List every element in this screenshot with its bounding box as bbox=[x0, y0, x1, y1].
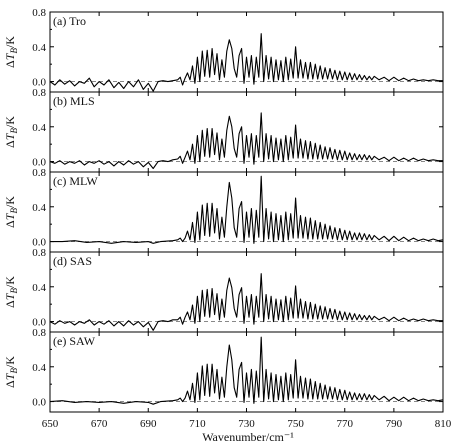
y-tick-label: 0.8 bbox=[32, 327, 46, 339]
y-tick-label: 0.0 bbox=[32, 317, 46, 329]
panel-label: (d) SAS bbox=[53, 254, 92, 268]
panel: 0.0 0.4 0.8 (a) Tro ΔTB/K bbox=[3, 7, 444, 93]
y-axis-label-subscript: B bbox=[9, 128, 19, 134]
y-tick-label: 0.8 bbox=[32, 247, 46, 259]
y-axis-label-unit: /K bbox=[3, 276, 17, 288]
x-tick-label: 730 bbox=[238, 418, 255, 430]
y-tick-label: 0.0 bbox=[32, 397, 46, 409]
panel-label: (e) SAW bbox=[53, 334, 96, 348]
y-tick-label: 0.4 bbox=[32, 282, 46, 294]
y-axis-label-variable: T bbox=[3, 372, 17, 380]
panel-label: (c) MLW bbox=[53, 174, 98, 188]
panel-frame bbox=[49, 331, 444, 413]
y-axis-label-main: Δ bbox=[3, 380, 17, 388]
y-axis-label-unit: /K bbox=[3, 356, 17, 368]
y-axis-label-main: Δ bbox=[3, 220, 17, 228]
y-tick-label: 0.8 bbox=[32, 87, 46, 99]
y-axis-label: ΔTB/K bbox=[3, 276, 19, 308]
spectrum-line bbox=[49, 112, 443, 170]
x-axis-ticks: 650 670 690 710 730 750 770 790 810 bbox=[42, 418, 452, 430]
y-axis-label-unit: /K bbox=[3, 36, 17, 48]
y-tick-label: 0.4 bbox=[32, 362, 46, 374]
y-axis-label-main: Δ bbox=[3, 60, 17, 68]
panel-label: (a) Tro bbox=[53, 14, 86, 28]
y-axis-label-unit: /K bbox=[3, 116, 17, 128]
x-axis-label: Wavenumber/cm⁻¹ bbox=[202, 430, 294, 444]
panel: 0.0 0.4 0.8 (e) SAW ΔTB/K bbox=[3, 327, 444, 413]
y-tick-label: 0.4 bbox=[32, 122, 46, 134]
y-tick-label: 0.0 bbox=[32, 157, 46, 169]
y-axis-label-subscript: B bbox=[9, 288, 19, 294]
y-axis-label: ΔTB/K bbox=[3, 196, 19, 228]
y-axis-label-variable: T bbox=[3, 292, 17, 300]
y-axis-label: ΔTB/K bbox=[3, 36, 19, 68]
y-axis-label-unit: /K bbox=[3, 196, 17, 208]
y-tick-label: 0.4 bbox=[32, 42, 46, 54]
y-axis-label-subscript: B bbox=[9, 368, 19, 374]
y-axis-label-subscript: B bbox=[9, 208, 19, 214]
x-tick-label: 770 bbox=[337, 418, 354, 430]
x-tick-label: 670 bbox=[91, 418, 108, 430]
y-axis-label-variable: T bbox=[3, 132, 17, 140]
spectrum-line bbox=[49, 273, 443, 331]
y-tick-label: 0.8 bbox=[32, 167, 46, 179]
spectrum-line bbox=[49, 336, 444, 405]
x-tick-label: 710 bbox=[189, 418, 206, 430]
panel-label: (b) MLS bbox=[53, 94, 95, 108]
y-axis-label-variable: T bbox=[3, 212, 17, 220]
x-tick-label: 750 bbox=[287, 418, 304, 430]
y-axis-label-main: Δ bbox=[3, 140, 17, 148]
x-tick-label: 650 bbox=[42, 418, 59, 430]
y-axis-label: ΔTB/K bbox=[3, 116, 19, 148]
panel-frame bbox=[49, 91, 444, 173]
y-tick-label: 0.4 bbox=[32, 202, 46, 214]
y-axis-label: ΔTB/K bbox=[3, 356, 19, 388]
spectrum-line bbox=[49, 33, 443, 92]
y-axis-label-variable: T bbox=[3, 52, 17, 60]
y-axis-label-main: Δ bbox=[3, 300, 17, 308]
y-tick-label: 0.8 bbox=[32, 7, 46, 19]
x-tick-label: 790 bbox=[386, 418, 403, 430]
x-tick-label: 810 bbox=[435, 418, 452, 430]
y-tick-label: 0.0 bbox=[32, 77, 46, 89]
y-tick-label: 0.0 bbox=[32, 237, 46, 249]
y-axis-label-subscript: B bbox=[9, 48, 19, 54]
panel: 0.0 0.4 0.8 (c) MLW ΔTB/K bbox=[3, 167, 444, 253]
x-tick-label: 690 bbox=[140, 418, 157, 430]
spectrum-line bbox=[50, 175, 444, 244]
panel: 0.0 0.4 0.8 (d) SAS ΔTB/K bbox=[3, 247, 444, 333]
panel: 0.0 0.4 0.8 (b) MLS ΔTB/K bbox=[3, 87, 444, 173]
panel-frame bbox=[49, 251, 444, 333]
